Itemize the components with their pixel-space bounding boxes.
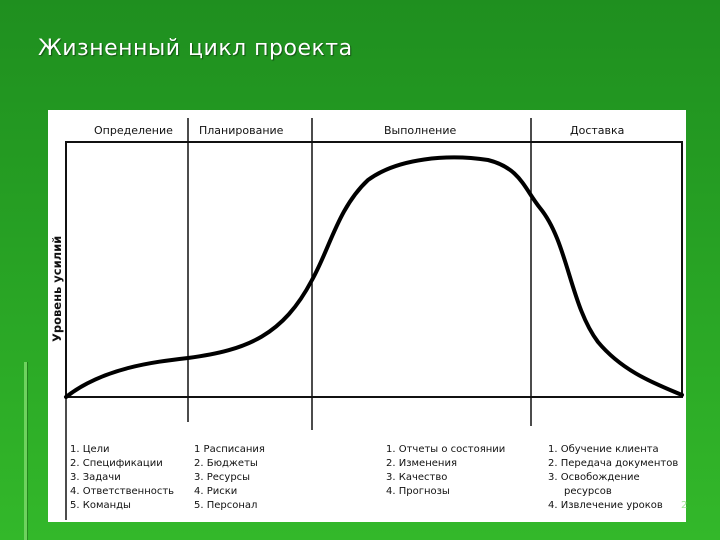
delivery-item: 3. Освобождение [548,472,640,483]
definition-item: 5. Команды [70,500,131,511]
delivery-item: 1. Обучение клиента [548,444,659,455]
planning-item: 2. Бюджеты [194,458,258,469]
plot-frame [65,141,683,398]
execution-item: 3. Качество [386,472,447,483]
phase-heading-planning: Планирование [199,124,284,137]
delivery-item: ресурсов [564,486,612,497]
planning-item: 1 Расписания [194,444,265,455]
definition-item: 4. Ответственность [70,486,174,497]
delivery-item: 2. Передача документов [548,458,678,469]
planning-item: 3. Ресурсы [194,472,250,483]
planning-item: 5. Персонал [194,500,257,511]
lifecycle-diagram: Определение Планирование Выполнение Дост… [50,118,684,520]
execution-item: 4. Прогнозы [386,486,450,497]
delivery-item: 4. Извлечение уроков [548,500,663,511]
project-lifecycle-figure: Определение Планирование Выполнение Дост… [48,110,686,522]
effort-curve [64,155,684,399]
execution-item: 1. Отчеты о состоянии [386,444,505,455]
planning-item: 4. Риски [194,486,237,497]
execution-item: 2. Изменения [386,458,457,469]
slide-title: Жизненный цикл проекта [38,36,353,61]
phase-heading-execution: Выполнение [384,124,456,137]
phase-heading-definition: Определение [94,124,173,137]
y-axis-label: Уровень усилий [50,236,64,342]
definition-item: 2. Спецификации [70,458,163,469]
page-number: 2 [681,500,688,511]
decorative-stripe [24,362,27,540]
phase-heading-delivery: Доставка [570,124,624,137]
definition-item: 1. Цели [70,444,110,455]
definition-item: 3. Задачи [70,472,121,483]
